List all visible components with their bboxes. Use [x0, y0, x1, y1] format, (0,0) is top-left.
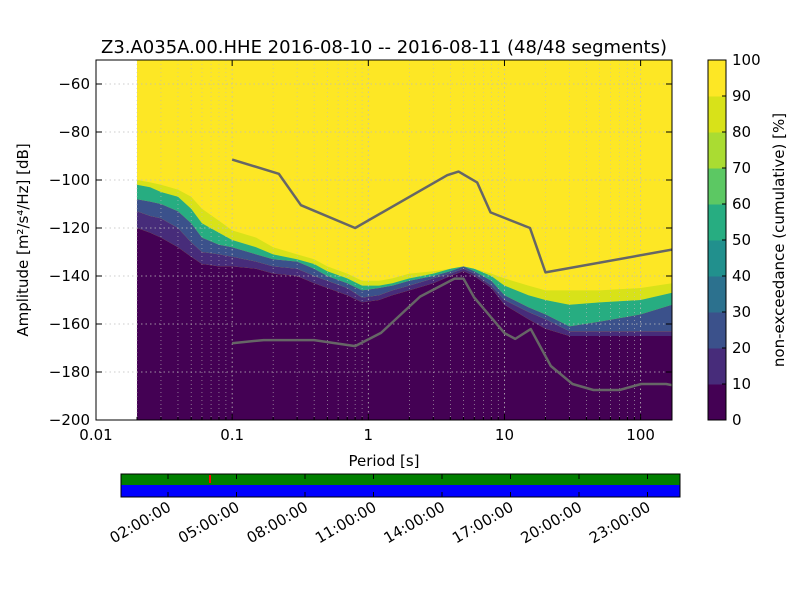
- colorbar: 0 10 20 30 40 50 60 70 80 90 100 non-exceedance (c…: [707, 51, 788, 429]
- x-axis: 0.01 0.1 1 10 100: [79, 60, 655, 444]
- plot-area: 0.01 0.1 1 10 100 −200 −180 −160 −140 −120 −100 −8…: [14, 59, 673, 470]
- colorbar-step: [708, 276, 726, 313]
- timeline-tick-label: 23:00:00: [586, 498, 653, 547]
- timeline-tick-label: 20:00:00: [518, 498, 585, 547]
- band-80-100: [136, 180, 672, 305]
- colorbar-tick-label: 40: [732, 267, 751, 285]
- y-tick-label: −100: [49, 171, 90, 189]
- chart-title: Z3.A035A.00.HHE 2016-08-10 -- 2016-08-11…: [101, 37, 667, 58]
- colorbar-tick-label: 70: [732, 159, 751, 177]
- colorbar-tick-label: 20: [732, 339, 751, 357]
- grid-lines: [96, 60, 672, 420]
- series-line-nhnm: [231, 158, 672, 274]
- plot-frame: [95, 59, 673, 421]
- band-50-80: [136, 184, 672, 327]
- timeline-tick-label: 14:00:00: [381, 498, 448, 547]
- colorbar-step: [708, 240, 726, 277]
- colorbar-tick-label: 0: [732, 411, 742, 429]
- colorbar-tick-label: 90: [732, 87, 751, 105]
- colorbar-gradient: [708, 60, 726, 421]
- timeline-frame: [120, 473, 681, 498]
- y-tick-label: −80: [58, 123, 90, 141]
- x-tick-label: 1: [364, 426, 374, 444]
- colorbar-tick-label: 10: [732, 375, 751, 393]
- x-tick-label: 0.01: [79, 426, 112, 444]
- noise-model-lines: [231, 158, 672, 392]
- timeline-tick-label: 02:00:00: [107, 498, 174, 547]
- timeline-tick-label: 17:00:00: [449, 498, 516, 547]
- series-line-nlnm: [232, 277, 672, 392]
- timeline-tick-label: 08:00:00: [244, 498, 311, 547]
- timeline-availability-bar: [121, 485, 680, 497]
- psd-heatmap: [136, 60, 672, 420]
- x-axis-label: Period [s]: [348, 452, 419, 470]
- colorbar-tick-label: 30: [732, 303, 751, 321]
- colorbar-step: [708, 312, 726, 349]
- timeline-coverage-bar: [121, 474, 680, 485]
- colorbar-step: [708, 204, 726, 241]
- x-tick-label: 0.1: [220, 426, 244, 444]
- y-axis-label: Amplitude [m²/s⁴/Hz] [dB]: [14, 143, 32, 336]
- colorbar-tick-label: 80: [732, 123, 751, 141]
- colorbar-ticks: 0 10 20 30 40 50 60 70 80 90 100: [722, 51, 761, 429]
- timeline-tick-label: 05:00:00: [175, 498, 242, 547]
- colorbar-step: [708, 132, 726, 169]
- y-tick-label: −140: [49, 267, 90, 285]
- colorbar-tick-label: 50: [732, 231, 751, 249]
- colorbar-tick-label: 60: [732, 195, 751, 213]
- y-axis: −200 −180 −160 −140 −120 −100 −80 −60: [49, 75, 672, 429]
- colorbar-step: [708, 384, 726, 421]
- colorbar-tick-label: 100: [732, 51, 761, 69]
- y-tick-label: −200: [49, 411, 90, 429]
- y-tick-label: −120: [49, 219, 90, 237]
- y-tick-label: −160: [49, 315, 90, 333]
- x-tick-label: 100: [626, 426, 655, 444]
- colorbar-step: [708, 60, 726, 97]
- y-tick-label: −60: [58, 75, 90, 93]
- colorbar-step: [708, 348, 726, 385]
- colorbar-label: non-exceedance (cumulative) [%]: [770, 113, 788, 367]
- x-tick-label: 10: [495, 426, 514, 444]
- timeline-gap-marker: [209, 475, 211, 483]
- colorbar-step: [708, 96, 726, 133]
- timeline: 02:00:00 05:00:00 08:00:00 11:00:00 14:00:00…: [107, 473, 681, 547]
- timeline-tick-label: 11:00:00: [312, 498, 379, 547]
- y-tick-label: −180: [49, 363, 90, 381]
- colorbar-step: [708, 168, 726, 205]
